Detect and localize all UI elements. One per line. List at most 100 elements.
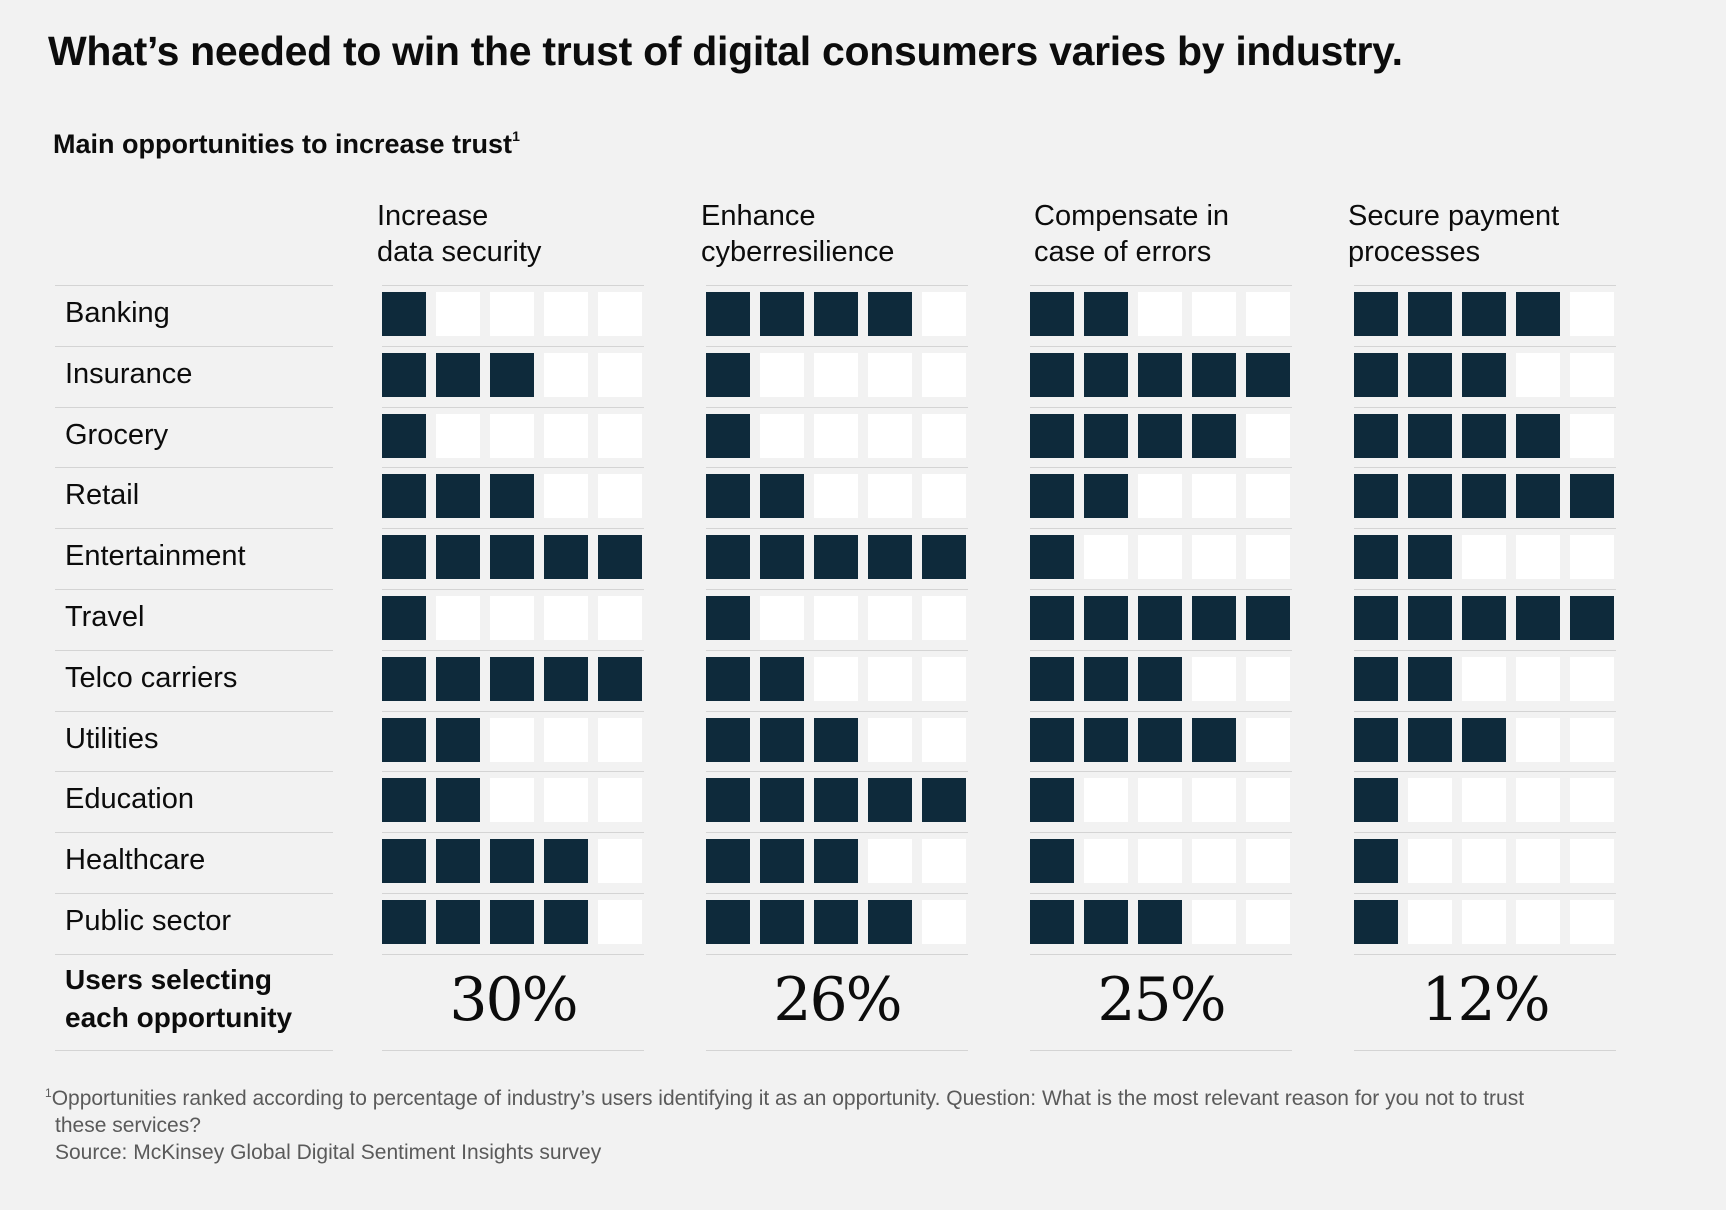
empty-square: [1516, 778, 1560, 822]
filled-square: [706, 414, 750, 458]
row-divider: [55, 589, 333, 590]
empty-square: [1192, 900, 1236, 944]
filled-square: [490, 353, 534, 397]
empty-square: [1246, 292, 1290, 336]
empty-square: [1516, 718, 1560, 762]
row-divider: [382, 467, 644, 468]
filled-square: [598, 535, 642, 579]
filled-square: [1138, 353, 1182, 397]
empty-square: [1192, 292, 1236, 336]
column-header-line2: cyberresilience: [701, 236, 895, 268]
row-divider: [706, 528, 968, 529]
footnote-source: Source: McKinsey Global Digital Sentimen…: [55, 1141, 602, 1164]
empty-square: [922, 414, 966, 458]
filled-square: [1084, 474, 1128, 518]
filled-square: [1138, 657, 1182, 701]
filled-square: [490, 535, 534, 579]
filled-square: [382, 900, 426, 944]
filled-square: [706, 900, 750, 944]
column-header-3: Compensate in case of errors: [1034, 198, 1229, 270]
empty-square: [490, 292, 534, 336]
filled-square: [1462, 718, 1506, 762]
footnote: 1Opportunities ranked according to perce…: [45, 1080, 1685, 1166]
filled-square: [436, 718, 480, 762]
filled-square: [706, 839, 750, 883]
empty-square: [1246, 839, 1290, 883]
filled-square: [1192, 718, 1236, 762]
footnote-line2: these services?: [55, 1114, 201, 1137]
filled-square: [706, 353, 750, 397]
row-divider: [1354, 893, 1616, 894]
filled-square: [1408, 474, 1452, 518]
filled-square: [868, 292, 912, 336]
filled-square: [436, 474, 480, 518]
empty-square: [814, 657, 858, 701]
row-divider: [1354, 650, 1616, 651]
empty-square: [1138, 474, 1182, 518]
filled-square: [382, 778, 426, 822]
filled-square: [1138, 414, 1182, 458]
empty-square: [598, 778, 642, 822]
empty-square: [1462, 839, 1506, 883]
row-divider: [382, 589, 644, 590]
chart-title: What’s needed to win the trust of digita…: [48, 28, 1403, 74]
filled-square: [1354, 414, 1398, 458]
row-label-banking: Banking: [65, 297, 170, 329]
empty-square: [544, 474, 588, 518]
row-divider: [382, 346, 644, 347]
row-divider: [706, 589, 968, 590]
row-divider: [55, 528, 333, 529]
filled-square: [382, 839, 426, 883]
empty-square: [598, 474, 642, 518]
empty-square: [1462, 778, 1506, 822]
filled-square: [1030, 292, 1074, 336]
filled-square: [760, 292, 804, 336]
filled-square: [1462, 596, 1506, 640]
row-divider: [1030, 771, 1292, 772]
filled-square: [1192, 414, 1236, 458]
filled-square: [760, 657, 804, 701]
row-divider: [55, 407, 333, 408]
filled-square: [706, 596, 750, 640]
row-divider: [55, 954, 333, 955]
column-header-line1: Compensate in: [1034, 200, 1230, 232]
empty-square: [868, 353, 912, 397]
totals-divider: [382, 1050, 644, 1051]
filled-square: [1084, 900, 1128, 944]
row-divider: [382, 528, 644, 529]
empty-square: [490, 718, 534, 762]
row-divider: [382, 285, 644, 286]
empty-square: [598, 353, 642, 397]
filled-square: [760, 535, 804, 579]
filled-square: [1408, 353, 1452, 397]
filled-square: [436, 900, 480, 944]
empty-square: [1138, 535, 1182, 579]
filled-square: [598, 657, 642, 701]
empty-square: [1570, 414, 1614, 458]
empty-square: [760, 414, 804, 458]
empty-square: [922, 839, 966, 883]
empty-square: [436, 596, 480, 640]
filled-square: [436, 778, 480, 822]
empty-square: [436, 414, 480, 458]
empty-square: [544, 718, 588, 762]
empty-square: [490, 414, 534, 458]
empty-square: [1570, 353, 1614, 397]
empty-square: [1138, 778, 1182, 822]
row-divider: [706, 346, 968, 347]
filled-square: [382, 474, 426, 518]
totals-divider: [1030, 1050, 1292, 1051]
row-label-public-sector: Public sector: [65, 905, 232, 937]
empty-square: [922, 353, 966, 397]
empty-square: [1084, 839, 1128, 883]
filled-square: [1354, 718, 1398, 762]
filled-square: [1408, 718, 1452, 762]
filled-square: [382, 596, 426, 640]
filled-square: [1408, 657, 1452, 701]
row-divider: [1030, 650, 1292, 651]
empty-square: [598, 900, 642, 944]
filled-square: [1138, 718, 1182, 762]
empty-square: [868, 657, 912, 701]
empty-square: [598, 596, 642, 640]
row-divider: [1030, 832, 1292, 833]
